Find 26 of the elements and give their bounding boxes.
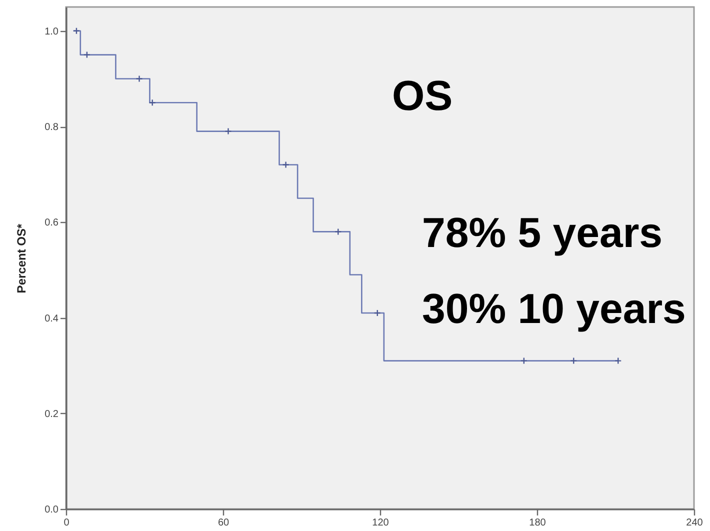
annotation: 78% 5 years [422, 209, 663, 256]
x-tick-label: 240 [686, 518, 704, 528]
x-tick-label: 120 [372, 518, 390, 528]
point [520, 357, 528, 364]
point [72, 27, 80, 35]
point [136, 75, 143, 82]
y-tick-label: 0.4 [44, 313, 59, 324]
y-tick-label: 0.6 [44, 218, 59, 229]
x-tick-label: 180 [529, 518, 546, 528]
point [614, 357, 622, 364]
y-tick-label: 1.0 [44, 26, 59, 38]
y-axis-title: Percent OS* [14, 223, 29, 294]
point [374, 309, 381, 317]
point [83, 51, 91, 58]
point [282, 161, 290, 168]
point [334, 228, 342, 236]
y-tick-label: 0.8 [44, 122, 59, 134]
x-tick-label: 60 [218, 518, 230, 528]
annotation: OS [392, 72, 453, 119]
point [224, 128, 232, 135]
y-tick-label: 0.0 [44, 504, 59, 516]
x-tick-label: 0 [64, 518, 70, 528]
point [570, 357, 578, 364]
annotation: 30% 10 years [422, 285, 686, 332]
point [148, 99, 156, 106]
y-tick-label: 0.2 [44, 408, 59, 420]
